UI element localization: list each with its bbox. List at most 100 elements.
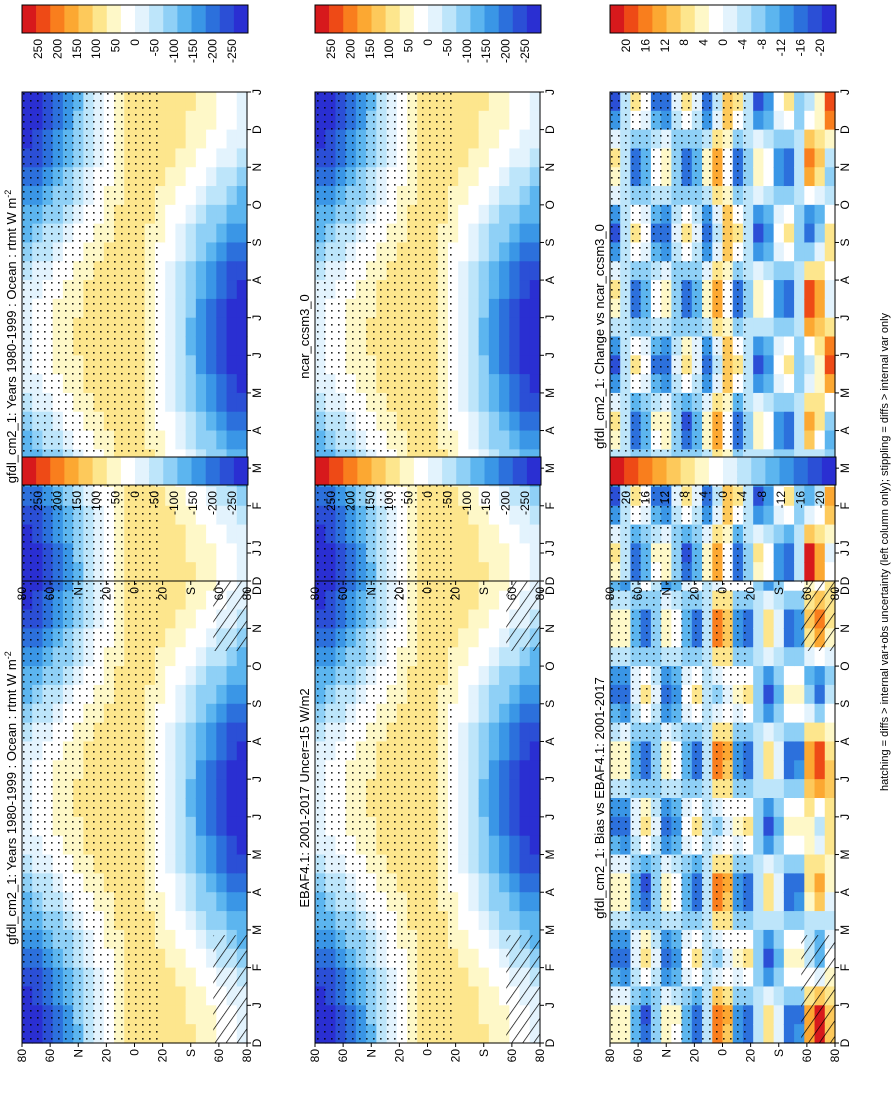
heat-cell [824, 242, 836, 262]
heat-cell [824, 562, 836, 582]
heat-cell [783, 317, 795, 338]
heat-cell [236, 92, 248, 112]
heat-cell [236, 298, 248, 319]
colorbar-label: 150 [363, 491, 377, 511]
heat-cell [175, 505, 187, 526]
lat-tick-label: 20 [392, 587, 406, 601]
heat-cell [529, 666, 541, 686]
heat-cell [804, 684, 816, 705]
heat-cell [753, 779, 765, 799]
heat-cell [509, 760, 521, 780]
heat-cell [175, 892, 187, 912]
lat-tick-label: N [364, 1049, 378, 1058]
colorbar-swatch [177, 5, 192, 33]
heat-cell [165, 280, 177, 300]
heat-cell [773, 148, 785, 168]
colorbar-swatch [219, 5, 235, 33]
heat-cell [783, 562, 795, 582]
heat-cell [499, 967, 510, 988]
heat-cell [783, 929, 795, 950]
colorbar-label: 4 [697, 39, 711, 46]
heat-cell [519, 873, 531, 893]
heat-cell [468, 703, 480, 724]
colorbar-label: 100 [382, 491, 396, 511]
heat-cell [236, 261, 248, 281]
heat-cell [185, 1005, 197, 1025]
colorbar-label: -100 [460, 39, 474, 63]
heat-cell [824, 798, 836, 818]
heat-cell [165, 242, 177, 262]
heat-cell [814, 760, 826, 780]
colorbar-swatch [22, 5, 37, 33]
colorbar-swatch [177, 457, 192, 485]
heat-cell [773, 374, 785, 394]
heat-cell [773, 967, 785, 988]
month-tick-label: M [250, 463, 264, 473]
heat-cell [529, 647, 541, 667]
month-tick-label: J [250, 89, 264, 95]
heat-cell [519, 722, 531, 743]
heat-cell [824, 524, 836, 544]
heat-cell [824, 760, 836, 780]
heat-cell [226, 110, 238, 131]
heat-cell [499, 854, 510, 874]
heat-cell [165, 684, 177, 705]
colorbar-swatch [385, 5, 401, 33]
heat-cell [458, 562, 470, 582]
heat-cell [468, 760, 480, 780]
colorbar-frame [21, 4, 249, 34]
heat-cell [185, 242, 197, 262]
colorbar-label: -250 [225, 39, 239, 63]
colorbar-swatch [106, 5, 122, 33]
heat-cell [458, 374, 470, 394]
heat-cell [509, 798, 521, 818]
heat-cell [216, 505, 228, 526]
heat-cell [226, 835, 238, 856]
heat-cell [165, 562, 177, 582]
colorbar-3: 250 200 150 100 50 0 -50 -100 -150 -200 -250 [314, 4, 542, 63]
heat-cell [206, 411, 217, 432]
lat-tick-label: S [477, 587, 491, 595]
heat-cell [236, 204, 248, 225]
colorbar-5: 20 16 12 8 4 0 -4 -8 -12 -16 -20 [609, 4, 837, 56]
heat-cell [165, 186, 177, 206]
heat-cell [499, 486, 510, 507]
heat-cell [165, 524, 177, 544]
heat-cell [773, 242, 785, 262]
heat-cell [175, 280, 187, 300]
hatch-overlay [506, 935, 540, 1043]
heat-cell [529, 186, 541, 206]
heat-cell [499, 204, 510, 225]
lat-tick-label: 60 [212, 1049, 226, 1063]
heat-cell [783, 261, 795, 281]
heat-cell [468, 280, 480, 300]
heat-cell [216, 186, 228, 206]
heat-cell [509, 411, 521, 432]
heat-cell [783, 779, 795, 799]
heat-cell [763, 411, 775, 432]
month-tick-label: A [543, 276, 557, 284]
heat-cell [185, 760, 197, 780]
heat-cell [794, 986, 805, 1006]
heat-cell [763, 505, 775, 526]
heat-cell [773, 609, 785, 629]
colorbar-label: 100 [89, 491, 103, 511]
month-tick-label: J [250, 776, 264, 782]
heat-cell [814, 779, 826, 799]
lat-tick-label: S [477, 1049, 491, 1057]
heat-cell [814, 911, 826, 931]
heat-cell [206, 223, 217, 244]
heat-cell [226, 92, 238, 112]
month-tick-label: M [838, 925, 852, 935]
heat-cell [773, 392, 785, 413]
heat-cell [804, 703, 816, 724]
month-tick-label: S [543, 700, 557, 708]
heat-cell [488, 948, 500, 969]
colorbar-label: 50 [109, 39, 123, 53]
heat-cell [519, 186, 531, 206]
heat-cell [185, 374, 197, 394]
heat-cell [519, 854, 531, 874]
lat-tick-label: 20 [99, 587, 113, 601]
lat-tick-label: N [71, 1049, 85, 1058]
heat-cell [794, 298, 805, 319]
